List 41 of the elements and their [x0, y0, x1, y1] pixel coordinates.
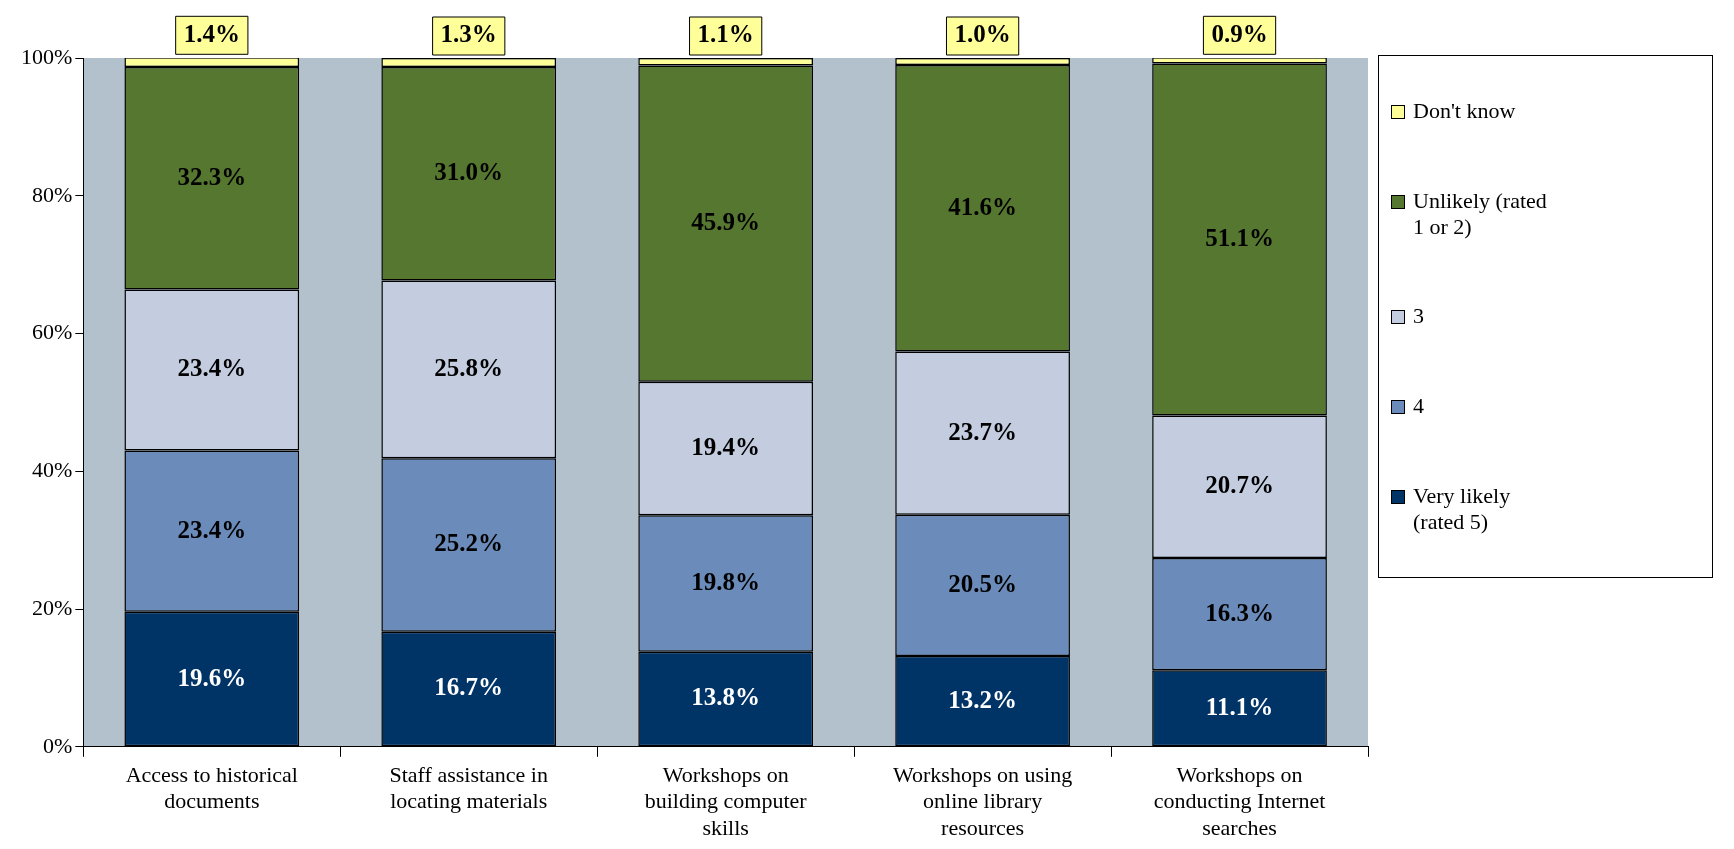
data-label: 1.0%	[954, 20, 1011, 48]
y-tick-label: 20%	[32, 594, 73, 620]
data-label: 11.1%	[1205, 692, 1274, 720]
data-label: 32.3%	[177, 162, 247, 190]
y-tick-label: 80%	[32, 181, 73, 207]
data-label: 19.8%	[691, 568, 761, 596]
legend-label: Unlikely (rated 1 or 2)	[1413, 187, 1548, 240]
data-label: 1.1%	[697, 20, 754, 48]
data-label: 19.4%	[691, 433, 761, 460]
data-label: 0.9%	[1211, 19, 1268, 47]
legend-label: Very likely (rated 5)	[1413, 483, 1512, 536]
data-label: 23.4%	[177, 354, 247, 382]
data-label: 25.2%	[434, 529, 504, 557]
data-label: 1.3%	[440, 20, 497, 48]
data-label: 16.7%	[434, 673, 504, 701]
data-label: 13.2%	[948, 685, 1017, 713]
x-tick-label: Access to historical documents	[125, 761, 298, 814]
data-label: 16.3%	[1205, 598, 1274, 626]
y-tick-label: 40%	[32, 457, 73, 483]
legend-label: Don't know	[1413, 97, 1517, 124]
data-label: 23.4%	[177, 515, 247, 543]
data-label: 1.4%	[183, 19, 240, 47]
y-tick-label: 60%	[32, 319, 73, 345]
legend-label: 4	[1413, 393, 1425, 420]
data-label: 41.6%	[948, 192, 1017, 220]
data-label: 25.8%	[434, 353, 504, 381]
x-tick-label: Workshops on building computer skills	[644, 761, 808, 840]
legend-label: 3	[1413, 303, 1425, 330]
data-label: 23.7%	[948, 417, 1017, 445]
x-tick-label: Staff assistance in locating materials	[389, 761, 548, 814]
data-label: 51.1%	[1205, 223, 1274, 251]
data-label: 19.6%	[177, 663, 247, 691]
x-tick-label: Workshops on using online library resources	[893, 761, 1073, 840]
data-label: 20.5%	[948, 569, 1017, 597]
y-tick-label: 0%	[43, 732, 73, 758]
x-tick-label: Workshops on conducting Internet searches	[1153, 761, 1326, 840]
data-label: 45.9%	[691, 208, 761, 236]
data-label: 31.0%	[434, 158, 504, 186]
data-label: 13.8%	[691, 683, 761, 711]
y-tick-label: 100%	[21, 43, 73, 69]
data-label: 20.7%	[1205, 471, 1274, 499]
